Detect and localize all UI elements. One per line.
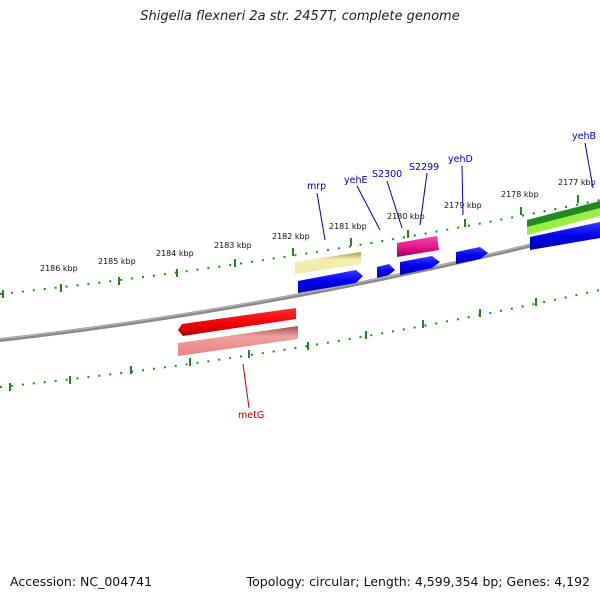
tick-label: 2183 kbp: [214, 241, 252, 250]
gene-S2300[interactable]: S2300: [372, 169, 440, 275]
tick-label: 2178 kbp: [501, 190, 539, 199]
gene-yehB[interactable]: yehB: [527, 131, 600, 250]
S2300-cds-arrow[interactable]: [400, 256, 440, 275]
yehE-cds-arrow[interactable]: [377, 264, 395, 278]
mrp-gene-bar[interactable]: [295, 252, 361, 274]
lower-tick-track: [0, 289, 600, 388]
yehB-gene-bar-dark[interactable]: [527, 201, 600, 229]
tick-label: 2185 kbp: [98, 257, 136, 266]
upper-major-ticks: [2, 195, 579, 298]
genome-backbone-highlight: [0, 226, 600, 340]
tick-label: 2182 kbp: [272, 232, 310, 241]
mrp-leader-line: [316, 192, 326, 241]
gene-label-metG: metG: [238, 410, 264, 421]
yehB-leader-line: [584, 142, 594, 189]
metG-gene-bar[interactable]: [178, 326, 298, 356]
S2299-cds-arrow[interactable]: [397, 236, 439, 257]
yehD-leader-line: [461, 165, 464, 216]
S2299-leader-line: [419, 172, 428, 226]
genome-summary-text: Topology: circular; Length: 4,599,354 bp…: [246, 574, 590, 589]
gene-S2299[interactable]: S2299: [397, 162, 439, 257]
tick-label: 2181 kbp: [329, 222, 367, 231]
metG-cds-arrow[interactable]: [178, 308, 296, 336]
genome-backbone: [0, 226, 600, 342]
yehE-leader-line: [356, 185, 381, 231]
yehB-gene-bar-light[interactable]: [527, 208, 600, 235]
mrp-cds-arrow[interactable]: [298, 270, 363, 293]
gene-yehD[interactable]: yehD: [448, 154, 488, 264]
gene-label-yehD: yehD: [448, 154, 473, 165]
lower-major-ticks: [9, 298, 537, 391]
gene-label-mrp: mrp: [307, 181, 326, 192]
gene-label-yehB: yehB: [572, 131, 596, 142]
yehB-cds-bar[interactable]: [530, 222, 600, 250]
map-title: Shigella flexneri 2a str. 2457T, complet…: [140, 9, 460, 24]
accession-text: Accession: NC_004741: [10, 574, 153, 589]
tick-label: 2180 kbp: [387, 212, 425, 221]
gene-label-S2299: S2299: [409, 162, 439, 173]
tick-label: 2177 kbp: [558, 178, 596, 187]
gene-mrp[interactable]: mrp: [295, 181, 363, 293]
metG-leader-line: [242, 363, 250, 409]
gene-yehE[interactable]: yehE: [344, 175, 395, 278]
gene-label-S2300: S2300: [372, 169, 402, 180]
upper-tick-track: [0, 199, 600, 295]
yehD-cds-arrow[interactable]: [456, 247, 488, 264]
gene-label-yehE: yehE: [344, 175, 368, 186]
gene-metG[interactable]: metG: [178, 308, 298, 421]
tick-label: 2184 kbp: [156, 249, 194, 258]
S2300-leader-line: [386, 180, 403, 229]
tick-label: 2186 kbp: [40, 264, 78, 273]
